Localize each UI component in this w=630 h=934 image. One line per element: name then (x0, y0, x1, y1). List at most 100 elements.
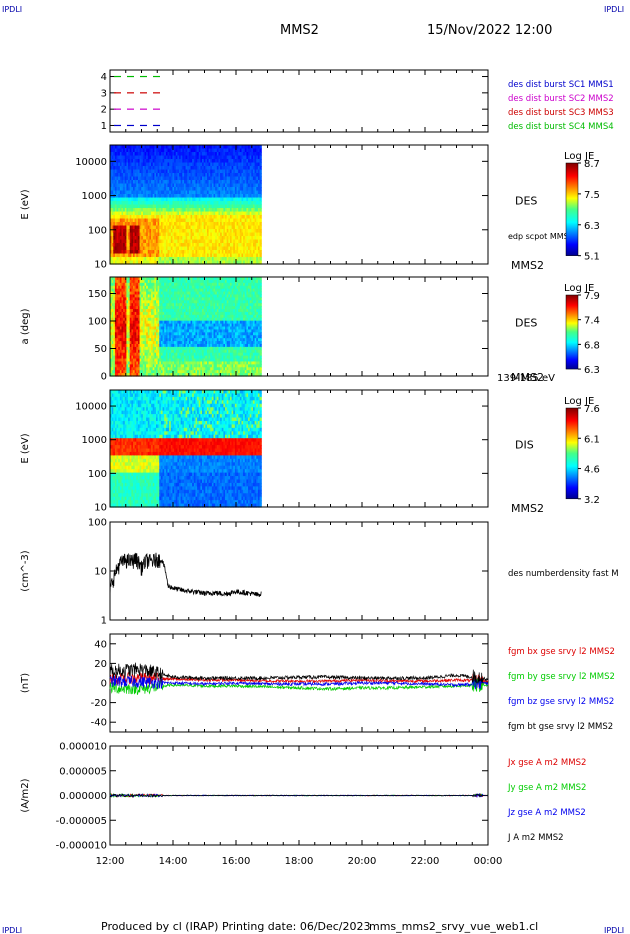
des-energy-heatmap-cell (113, 148, 116, 153)
des-energy-heatmap-cell (136, 204, 139, 209)
des-energy-heatmap-cell (234, 222, 238, 227)
des-energy-heatmap-cell (157, 253, 160, 258)
des-energy-heatmap-cell (179, 176, 182, 181)
des-energy-heatmap-cell (144, 257, 147, 262)
des-energy-heatmap-cell (246, 187, 249, 192)
des-energy-heatmap-cell (243, 166, 246, 171)
des-energy-heatmap-cell (198, 225, 201, 230)
des-pitch-heatmap-cell (144, 306, 147, 310)
des-pitch-heatmap-cell (167, 277, 170, 281)
des-pitch-heatmap-cell (128, 329, 131, 333)
des-energy-heatmap-cell (215, 169, 218, 174)
des-energy-heatmap-cell (113, 246, 116, 251)
des-energy-heatmap-cell (162, 187, 165, 192)
des-pitch-heatmap-cell (133, 332, 136, 336)
des-energy-heatmap-cell (221, 145, 224, 150)
des-pitch-heatmap-cell (160, 341, 164, 345)
des-energy-heatmap-cell (172, 236, 175, 241)
des-pitch-heatmap-cell (175, 370, 178, 374)
des-energy-heatmap-cell (152, 260, 155, 265)
des-energy-heatmap-cell (183, 239, 187, 244)
des-energy-heatmap-cell (116, 218, 119, 223)
des-energy-heatmap-cell (167, 169, 170, 174)
des-energy-heatmap-cell (149, 215, 152, 220)
des-energy-heatmap-cell (200, 169, 203, 174)
des-energy-heatmap-cell (210, 152, 213, 157)
burst-frame (109, 69, 489, 133)
des-pitch-heatmap-cell (129, 373, 132, 377)
des-pitch-heatmap-cell (159, 279, 162, 284)
des-pitch-heatmap-cell (174, 352, 177, 357)
des-energy-heatmap-cell (216, 218, 220, 223)
des-energy-heatmap-cell (177, 194, 180, 199)
des-pitch-heatmap-cell (185, 373, 188, 377)
des-pitch-heatmap-cell (164, 349, 167, 354)
des-pitch-heatmap-cell (131, 282, 134, 287)
des-energy-heatmap-cell (243, 236, 246, 241)
des-pitch-heatmap-cell (142, 314, 146, 319)
des-energy-heatmap-cell (223, 246, 226, 251)
des-pitch-heatmap-cell (151, 309, 154, 313)
footer-filename: mms_mms2_srvy_vue_web1.cl (369, 920, 538, 933)
des-energy-heatmap-cell (110, 236, 113, 241)
des-pitch-heatmap-cell (188, 335, 192, 339)
des-energy-heatmap-cell (208, 225, 211, 230)
des-energy-heatmap-cell (172, 246, 175, 251)
des-pitch-heatmap-cell (113, 309, 116, 313)
des-energy-heatmap-cell (128, 222, 131, 227)
des-pitch-heatmap-cell (165, 309, 169, 313)
des-energy-heatmap-cell (234, 176, 238, 181)
des-pitch-heatmap-cell (144, 373, 147, 377)
des-energy-heatmap-cell (123, 169, 126, 174)
des-energy-heatmap-cell (121, 201, 124, 206)
des-energy-heatmap-cell (193, 236, 197, 241)
des-energy-heatmap-cell (211, 211, 215, 216)
des-energy-heatmap-cell (254, 190, 257, 195)
des-pitch-heatmap-cell (121, 279, 124, 284)
des-pitch-heatmap-cell (164, 343, 167, 348)
des-energy-heatmap-cell (215, 250, 218, 255)
des-pitch-heatmap-cell (179, 373, 182, 377)
des-energy-heatmap-cell (188, 201, 192, 206)
des-pitch-heatmap-cell (183, 291, 187, 296)
des-pitch-heatmap-cell (185, 277, 188, 281)
des-energy-heatmap-cell (185, 201, 188, 206)
des-energy-heatmap-cell (141, 194, 144, 199)
des-energy-heatmap-cell (228, 155, 231, 160)
des-energy-heatmap-cell (134, 204, 137, 209)
des-energy-heatmap-cell (208, 211, 211, 216)
des-pitch-heatmap-cell (144, 329, 147, 333)
des-energy-heatmap-cell (167, 162, 170, 167)
des-energy-heatmap-cell (121, 190, 124, 195)
des-energy-heatmap-cell (213, 176, 216, 181)
des-pitch-heatmap-cell (139, 277, 142, 281)
des-pitch-heatmap-cell (119, 326, 123, 331)
des-energy-extra-label: edp scpot MMS2 (508, 232, 574, 241)
des-pitch-heatmap-cell (141, 311, 144, 316)
des-pitch-heatmap-cell (175, 279, 178, 284)
des-pitch-heatmap-cell (134, 346, 137, 351)
des-pitch-heatmap-cell (111, 311, 114, 316)
des-energy-heatmap-cell (123, 166, 126, 171)
des-energy-heatmap-cell (111, 253, 114, 258)
des-energy-heatmap-cell (164, 183, 167, 188)
des-energy-heatmap-cell (126, 183, 129, 188)
des-energy-heatmap-cell (244, 180, 248, 185)
des-pitch-heatmap-cell (159, 346, 162, 351)
des-energy-heatmap-cell (180, 194, 183, 199)
des-pitch-heatmap-cell (151, 314, 154, 319)
des-energy-heatmap-cell (111, 208, 114, 213)
des-energy-heatmap-cell (236, 187, 239, 192)
des-pitch-heatmap-cell (136, 335, 139, 339)
des-pitch-heatmap-cell (124, 349, 128, 354)
des-energy-heatmap-cell (197, 155, 200, 160)
des-energy-heatmap-cell (154, 246, 157, 251)
des-pitch-heatmap-cell (139, 285, 142, 290)
des-energy-heatmap-cell (241, 211, 244, 216)
des-pitch-heatmap-cell (188, 279, 192, 284)
des-pitch-heatmap-cell (147, 320, 151, 325)
des-energy-heatmap-cell (175, 187, 178, 192)
des-energy-heatmap-cell (114, 204, 118, 209)
des-pitch-heatmap-cell (128, 294, 131, 298)
des-energy-heatmap-cell (114, 145, 118, 150)
